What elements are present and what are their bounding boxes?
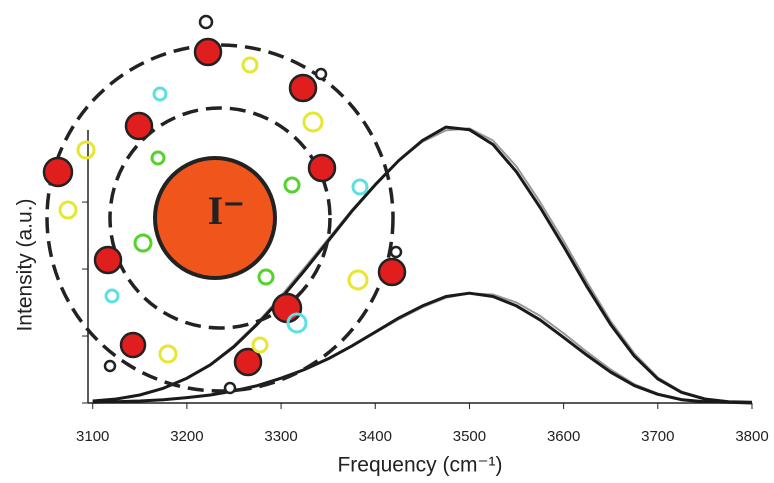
x-tick-label: 3300 (264, 428, 297, 445)
series-line (92, 125, 753, 404)
ion (153, 156, 277, 280)
x-axis-label: Frequency (cm⁻¹) (337, 454, 502, 477)
series-line (92, 291, 753, 405)
x-tick-label: 3200 (170, 428, 203, 445)
x-tick-label: 3800 (735, 428, 768, 445)
molecules (42, 14, 407, 395)
x-tick-label: 3400 (359, 428, 392, 445)
outer-shell (45, 43, 395, 393)
inner-shell (108, 106, 332, 330)
lines (92, 125, 753, 405)
x-tick-label: 3700 (641, 428, 674, 445)
x-tick-label: 3100 (76, 428, 109, 445)
illustration (42, 14, 407, 395)
y-axis-label: Intensity (a.u.) (14, 198, 37, 331)
ion-label: I⁻ (208, 188, 245, 233)
x-tick-label: 3500 (453, 428, 486, 445)
series-line (92, 292, 753, 404)
x-tick-label: 3600 (547, 428, 580, 445)
